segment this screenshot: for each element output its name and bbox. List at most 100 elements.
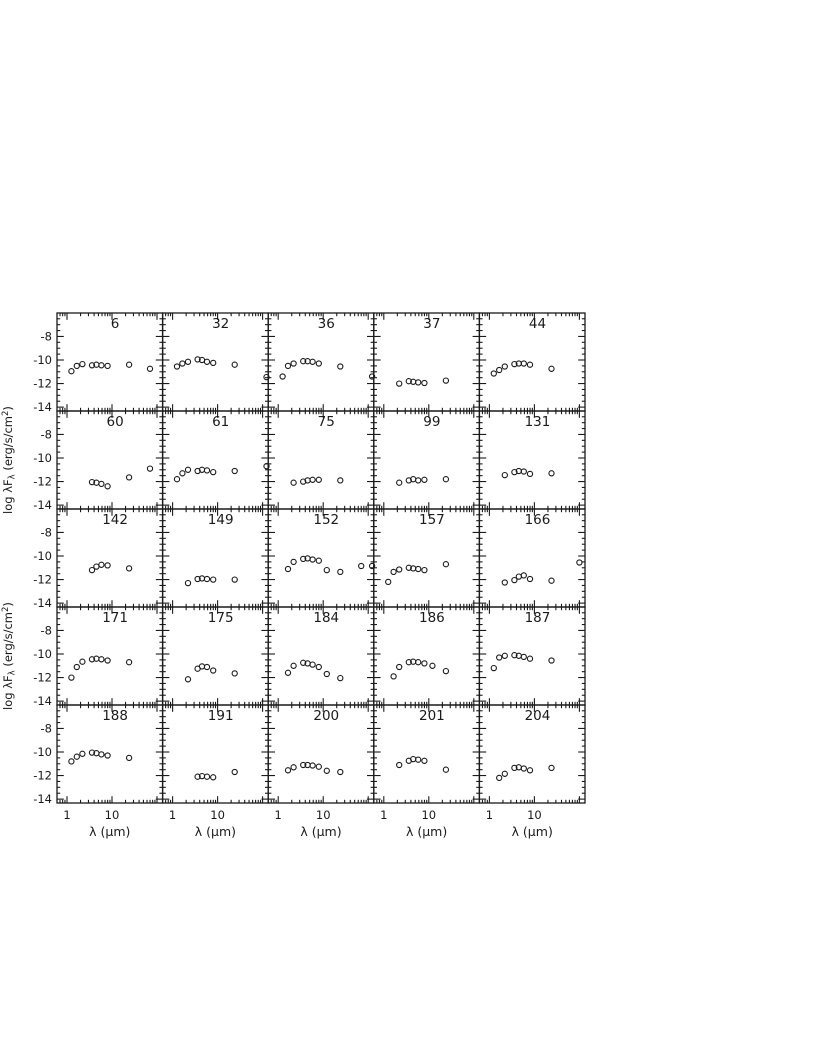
data-point [490,664,497,672]
data-point [511,468,518,476]
data-point [104,562,111,569]
data-point [88,362,96,369]
panel-number-label: 6 [111,316,120,332]
y-tick-label: -10 [33,549,52,563]
y-tick-label: -14 [33,498,52,512]
x-tick-label: 10 [421,808,436,822]
data-point [104,362,111,370]
data-point [290,558,297,566]
data-point [337,674,344,682]
data-point [68,758,75,765]
data-point [210,468,217,476]
data-point [548,657,555,664]
sed-panel-187: 187 [478,606,586,706]
data-point [290,479,297,486]
y-tick-label: -12 [33,377,52,391]
data-point [396,761,403,769]
y-tick-label: -14 [33,596,52,610]
data-point [496,366,503,374]
data-point [323,566,330,574]
panel-number-label: 36 [318,316,335,332]
data-point [390,568,397,576]
data-point [125,474,133,481]
panel-number-label: 201 [419,708,445,724]
data-point [173,363,181,370]
sed-panel-44: 44 [478,312,586,412]
data-point [203,358,211,365]
data-point [290,360,297,367]
data-point [203,773,211,780]
panel-number-label: 184 [313,610,339,626]
sed-panel-171: 171 [56,606,164,706]
x-tick-label: 1 [380,808,387,822]
y-tick-label: -14 [33,694,52,708]
data-point [98,656,105,663]
data-point [146,365,154,372]
x-tick-label: 1 [275,808,282,822]
data-point [125,659,133,666]
data-point [415,756,422,763]
data-point [358,562,365,570]
data-point [231,361,238,368]
data-point [79,750,86,757]
y-tick-label: -10 [33,647,52,661]
data-point [442,667,450,675]
x-axis-label: λ (μm) [300,824,341,839]
data-point [337,568,344,576]
panel-number-label: 166 [525,512,551,528]
data-point [284,362,292,370]
data-point [300,761,307,769]
data-point [415,565,422,573]
data-point [511,360,518,368]
panel-number-label: 131 [525,414,551,430]
x-tick-label: 10 [105,808,120,822]
data-point [179,360,186,367]
panel-number-label: 175 [208,610,234,626]
panel-number-label: 61 [212,414,229,430]
data-point [146,465,154,472]
data-point [203,467,211,474]
data-point [309,358,316,365]
x-axis-label: λ (μm) [406,824,447,839]
data-point [337,477,344,484]
data-point [323,767,330,774]
data-point [323,670,330,678]
data-point [88,566,96,574]
data-point [520,765,527,772]
panel-number-label: 37 [423,316,440,332]
data-point [526,767,534,774]
data-point [309,476,316,483]
data-point [548,470,555,477]
y-tick-label: -8 [41,623,52,637]
panel-number-label: 171 [102,610,128,626]
data-point [210,359,217,367]
data-point [415,659,422,666]
panel-number-label: 200 [313,708,339,724]
data-point [68,674,75,681]
data-point [548,764,555,772]
data-point [421,379,428,387]
sed-panel-142: 142 [56,508,164,608]
data-point [429,662,436,669]
data-point [501,471,508,479]
data-point [290,662,297,669]
data-point [396,566,403,573]
data-point [421,566,428,574]
data-point [210,774,217,781]
data-point [104,657,111,664]
data-point [300,659,307,666]
panel-number-label: 75 [318,414,335,430]
panel-number-label: 142 [102,512,128,528]
data-point [405,659,412,666]
y-axis-label: log λFλ (erg/s/cm2) [1,602,18,710]
data-point [79,360,86,368]
data-point [210,667,217,674]
data-point [203,663,211,671]
data-point [263,463,270,470]
data-point [290,764,297,771]
data-point [231,670,238,677]
x-tick-label: 1 [486,808,493,822]
data-point [385,578,392,586]
